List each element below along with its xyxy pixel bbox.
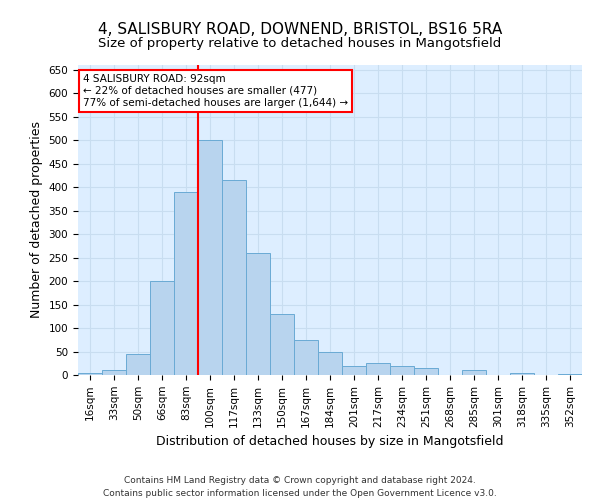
Bar <box>174 192 198 375</box>
Bar <box>150 281 174 375</box>
Text: 4, SALISBURY ROAD, DOWNEND, BRISTOL, BS16 5RA: 4, SALISBURY ROAD, DOWNEND, BRISTOL, BS1… <box>98 22 502 38</box>
Y-axis label: Number of detached properties: Number of detached properties <box>30 122 43 318</box>
Bar <box>366 364 390 375</box>
Text: Size of property relative to detached houses in Mangotsfield: Size of property relative to detached ho… <box>98 38 502 51</box>
X-axis label: Distribution of detached houses by size in Mangotsfield: Distribution of detached houses by size … <box>156 435 504 448</box>
Text: 4 SALISBURY ROAD: 92sqm
← 22% of detached houses are smaller (477)
77% of semi-d: 4 SALISBURY ROAD: 92sqm ← 22% of detache… <box>83 74 348 108</box>
Bar <box>510 372 534 375</box>
Bar <box>414 368 438 375</box>
Bar <box>390 366 414 375</box>
Bar <box>462 370 486 375</box>
Bar <box>126 354 150 375</box>
Bar <box>102 370 126 375</box>
Bar <box>294 340 318 375</box>
Bar <box>198 140 222 375</box>
Bar <box>246 253 270 375</box>
Bar <box>78 372 102 375</box>
Bar <box>342 366 366 375</box>
Text: Contains HM Land Registry data © Crown copyright and database right 2024.
Contai: Contains HM Land Registry data © Crown c… <box>103 476 497 498</box>
Bar <box>270 314 294 375</box>
Bar <box>558 374 582 375</box>
Bar <box>318 352 342 375</box>
Bar <box>222 180 246 375</box>
